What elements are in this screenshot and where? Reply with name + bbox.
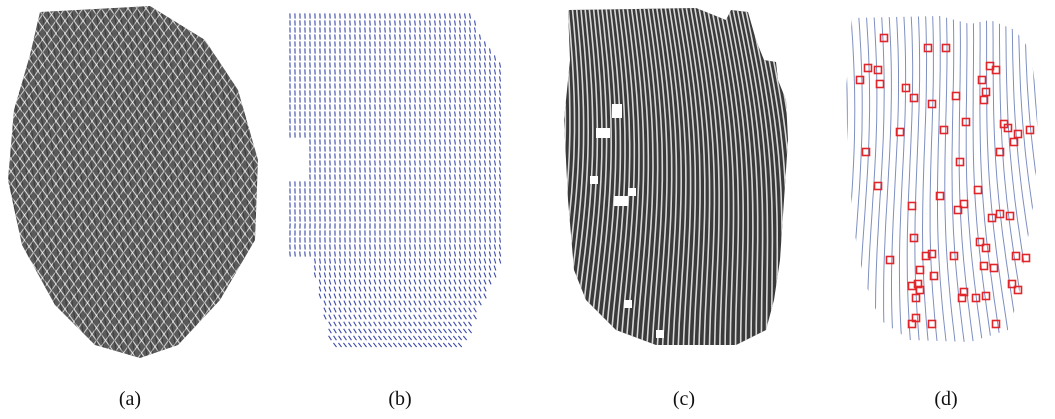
minutia-marker [1003, 123, 1013, 133]
minutia-marker [991, 65, 1001, 75]
minutia-marker [979, 261, 989, 271]
panel-a [0, 0, 262, 362]
minutia-marker [875, 79, 885, 89]
minutia-marker [855, 75, 865, 85]
minutia-marker [901, 83, 911, 93]
minutia-marker [909, 93, 919, 103]
minutia-marker [957, 293, 967, 303]
minutia-marker [973, 185, 983, 195]
minutia-marker [927, 319, 937, 329]
minutia-marker [907, 201, 917, 211]
minutia-marker [935, 191, 945, 201]
minutia-marker [971, 293, 981, 303]
minutia-marker [921, 251, 931, 261]
minutia-marker [979, 95, 989, 105]
minutia-marker [915, 285, 925, 295]
minutia-marker [927, 249, 937, 259]
minutia-marker [915, 265, 925, 275]
minutia-marker [1011, 251, 1021, 261]
caption-c: (c) [672, 388, 696, 410]
minutia-marker [1021, 253, 1031, 263]
minutia-marker [863, 63, 873, 73]
minutia-marker [981, 87, 991, 97]
minutia-marker [907, 281, 917, 291]
minutia-marker [927, 99, 937, 109]
minutia-marker [1025, 125, 1035, 135]
minutia-marker [923, 43, 933, 53]
minutia-marker [939, 125, 949, 135]
minutia-marker [981, 291, 991, 301]
minutia-marker [1013, 285, 1023, 295]
minutia-marker [879, 33, 889, 43]
minutia-marker [981, 243, 991, 253]
minutia-marker [951, 91, 961, 101]
minutia-marker [959, 287, 969, 297]
minutia-marker [941, 43, 951, 53]
caption-d: (d) [934, 388, 958, 410]
minutia-marker [987, 213, 997, 223]
minutia-marker [929, 271, 939, 281]
minutia-marker [977, 75, 987, 85]
minutia-marker [995, 147, 1005, 157]
minutia-marker [861, 147, 871, 157]
minutia-marker [873, 181, 883, 191]
minutia-marker [991, 319, 1001, 329]
panel-b [270, 0, 532, 362]
orientation-field [289, 13, 502, 348]
panel-d [840, 0, 1055, 362]
minutia-marker [1005, 211, 1015, 221]
caption-b: (b) [388, 388, 412, 410]
minutia-marker [909, 233, 919, 243]
minutia-marker [885, 255, 895, 265]
minutia-marker [975, 237, 985, 247]
caption-a: (a) [118, 388, 142, 410]
minutia-marker [1007, 279, 1017, 289]
enhanced-ridge-image [564, 8, 788, 345]
minutia-marker [895, 127, 905, 137]
minutia-marker [961, 117, 971, 127]
minutia-marker [873, 65, 883, 75]
minutia-marker [911, 293, 921, 303]
minutia-marker [907, 319, 917, 329]
minutia-marker [995, 209, 1005, 219]
fingerprint-image [8, 6, 258, 358]
minutia-marker [953, 205, 963, 215]
minutia-marker [1013, 129, 1023, 139]
minutiae-map [846, 16, 1038, 342]
minutia-marker [1009, 137, 1019, 147]
minutia-marker [959, 199, 969, 209]
panel-c [556, 0, 818, 362]
minutia-marker [913, 279, 923, 289]
minutia-marker [989, 263, 999, 273]
minutia-marker [955, 157, 965, 167]
minutia-marker [949, 251, 959, 261]
